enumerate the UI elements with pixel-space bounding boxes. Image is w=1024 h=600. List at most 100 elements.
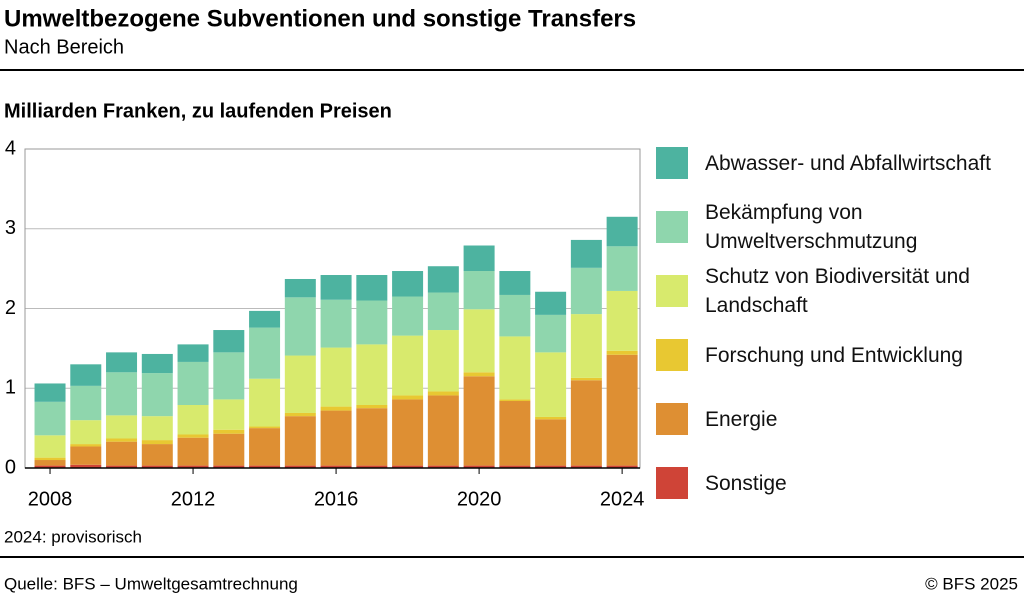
bar-segment	[499, 271, 531, 295]
bar-segment	[356, 344, 388, 405]
bar-segment	[213, 429, 245, 434]
bar-segment	[177, 344, 209, 362]
bar-segment	[320, 465, 352, 468]
note: 2024: provisorisch	[4, 527, 142, 546]
bar-segment	[70, 385, 102, 421]
bar-segment	[141, 416, 173, 441]
bar-segment	[177, 404, 209, 435]
y-axis-label: Milliarden Franken, zu laufenden Preisen	[4, 100, 392, 122]
bar-segment	[356, 275, 388, 301]
bar-segment	[427, 391, 459, 396]
y-tick-label: 3	[5, 217, 16, 239]
y-tick-label: 2	[5, 297, 16, 319]
bar-segment	[34, 457, 66, 461]
x-tick-label: 2020	[457, 488, 502, 510]
bar-segment	[177, 361, 209, 405]
bar-segment	[463, 245, 495, 272]
chart-subtitle: Nach Bereich	[4, 36, 124, 58]
bar-segment	[141, 440, 173, 445]
bar-segment	[427, 292, 459, 331]
bar-segment	[392, 271, 424, 297]
legend-item: Forschung und Entwicklung	[656, 339, 1016, 371]
bar-segment	[463, 271, 495, 310]
bar-segment	[570, 314, 602, 378]
bar-segment	[213, 352, 245, 400]
legend-item: Sonstige	[656, 467, 1016, 499]
bar-segment	[70, 364, 102, 386]
bar-segment	[249, 378, 281, 427]
bar-segment	[535, 419, 567, 466]
legend-label: Abwasser- und Abfallwirtschaft	[705, 151, 991, 175]
bar-segment	[606, 354, 638, 466]
bar-segment	[392, 399, 424, 466]
legend-item: Abwasser- und Abfallwirtschaft	[656, 147, 1016, 179]
y-tick-label: 0	[5, 456, 16, 478]
bar-segment	[392, 465, 424, 468]
bar-segment	[427, 395, 459, 466]
bar-segment	[70, 446, 102, 465]
bar-segment	[570, 267, 602, 315]
bar-segment	[106, 438, 138, 442]
bar-segment	[535, 314, 567, 353]
bar-segment	[570, 239, 602, 268]
y-tick-label: 1	[5, 377, 16, 399]
legend-label: Forschung und Entwicklung	[705, 343, 963, 367]
bar-segment	[34, 460, 66, 466]
bar-segment	[249, 310, 281, 328]
bar-segment	[177, 437, 209, 466]
legend-swatch	[656, 403, 688, 435]
bar-segment	[106, 372, 138, 416]
bar-segment	[70, 444, 102, 447]
bar-segment	[70, 420, 102, 445]
bar-segment	[535, 416, 567, 420]
legend-swatch	[656, 275, 688, 307]
bar-segment	[34, 383, 66, 402]
bar-segment	[141, 465, 173, 468]
source: Quelle: BFS – Umweltgesamtrechnung	[4, 574, 298, 593]
legend-swatch	[656, 211, 688, 243]
x-tick-label: 2012	[171, 488, 216, 510]
bar-segment	[535, 465, 567, 468]
bar-segment	[70, 464, 102, 468]
bar-segment	[499, 336, 531, 400]
bar-segment	[463, 465, 495, 468]
legend-swatch	[656, 467, 688, 499]
bar-segment	[177, 434, 209, 438]
bar-segment	[570, 380, 602, 466]
copyright: © BFS 2025	[925, 574, 1018, 593]
x-tick-label: 2016	[314, 488, 359, 510]
bar-segment	[356, 300, 388, 345]
bar-segment	[284, 297, 316, 356]
bar-segment	[213, 433, 245, 466]
bar-segment	[249, 426, 281, 429]
bar-segment	[535, 352, 567, 417]
bar-segment	[320, 299, 352, 348]
legend-label: Sonstige	[705, 471, 787, 495]
bar-segment	[34, 401, 66, 436]
bar-segment	[34, 435, 66, 458]
bar-segment	[106, 465, 138, 468]
legend-item: Schutz von Biodiversität und Landschaft	[656, 262, 1016, 320]
bar-segment	[606, 216, 638, 247]
bar-segment	[213, 330, 245, 353]
bar-segment	[570, 377, 602, 381]
legend-item: Bekämpfung von Umweltverschmutzung	[656, 198, 1016, 256]
bar-segment	[392, 296, 424, 336]
legend-swatch	[656, 339, 688, 371]
bar-segment	[213, 399, 245, 430]
bar-segment	[499, 465, 531, 468]
bar-segment	[463, 372, 495, 377]
legend-label: Energie	[705, 407, 778, 431]
bar-segment	[106, 352, 138, 373]
bar-segment	[463, 376, 495, 466]
bar-segment	[463, 309, 495, 373]
bar-segment	[356, 408, 388, 466]
bar-segment	[106, 415, 138, 439]
bar-segment	[141, 373, 173, 417]
bar-segment	[606, 465, 638, 468]
bar-segment	[570, 465, 602, 468]
bar-segment	[249, 465, 281, 468]
bar-segment	[284, 278, 316, 298]
